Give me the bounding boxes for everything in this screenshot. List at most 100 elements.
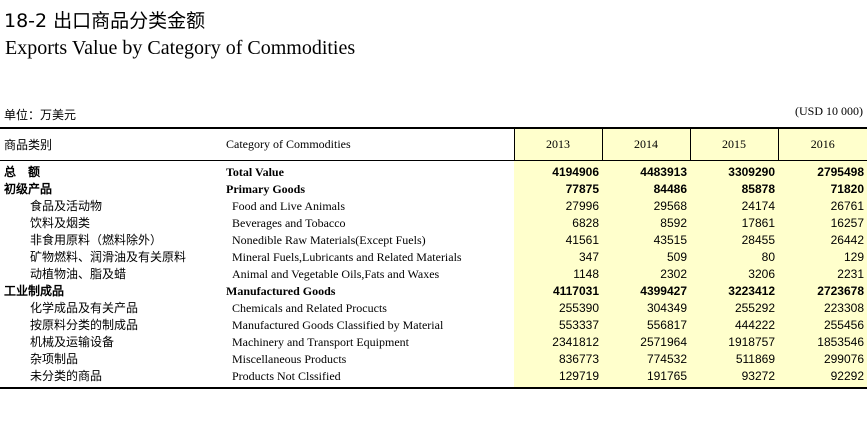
cell-value-2015: 3206 <box>690 266 778 283</box>
row-label-en: Manufactured Goods Classified by Materia… <box>232 318 444 332</box>
cell-value-2014: 2571964 <box>602 334 690 351</box>
cell-value-2013: 6828 <box>514 215 602 232</box>
table-row: 机械及运输设备 Machinery and Transport Equipmen… <box>0 334 867 351</box>
cell-value-2015: 255292 <box>690 300 778 317</box>
cell-value-2016: 2723678 <box>778 283 867 300</box>
row-label-en: Mineral Fuels,Lubricants and Related Mat… <box>232 250 462 264</box>
cell-value-2015: 93272 <box>690 368 778 389</box>
cell-value-2015: 3309290 <box>690 164 778 181</box>
row-label-cn: 食品及活动物 <box>30 199 103 213</box>
row-label-cn: 机械及运输设备 <box>30 335 115 349</box>
table-header-row: 商品类别 Category of Commodities 2013 2014 2… <box>0 127 867 161</box>
cell-value-2013: 553337 <box>514 317 602 334</box>
cell-value-2014: 556817 <box>602 317 690 334</box>
cell-value-2014: 84486 <box>602 181 690 198</box>
row-label-en: Miscellaneous Products <box>232 352 347 366</box>
table-row: 非食用原料（燃料除外） Nonedible Raw Materials(Exce… <box>0 232 867 249</box>
unit-label-cn: 单位：万美元 <box>4 108 77 122</box>
row-label-en: Total Value <box>226 165 284 179</box>
cell-value-2014: 774532 <box>602 351 690 368</box>
table-row-primary-goods: 初级产品 Primary Goods 77875 84486 85878 718… <box>0 181 867 198</box>
column-header-category-cn: 商品类别 <box>0 127 224 161</box>
cell-value-2016: 2795498 <box>778 164 867 181</box>
row-label-cn: 动植物油、脂及蜡 <box>30 267 127 281</box>
exports-table: 商品类别 Category of Commodities 2013 2014 2… <box>0 127 867 389</box>
exports-table-container: 商品类别 Category of Commodities 2013 2014 2… <box>0 127 867 389</box>
cell-value-2015: 85878 <box>690 181 778 198</box>
cell-value-2016: 71820 <box>778 181 867 198</box>
table-row: 饮料及烟类 Beverages and Tobacco 6828 8592 17… <box>0 215 867 232</box>
cell-value-2015: 80 <box>690 249 778 266</box>
column-header-year-2013: 2013 <box>513 127 602 161</box>
column-header-year-2015: 2015 <box>689 127 778 161</box>
table-row-manufactured-goods: 工业制成品 Manufactured Goods 4117031 4399427… <box>0 283 867 300</box>
row-label-cn: 矿物燃料、润滑油及有关原料 <box>30 250 187 264</box>
row-label-cn: 工业制成品 <box>4 284 65 298</box>
cell-value-2014: 191765 <box>602 368 690 389</box>
table-spacer-row <box>0 160 867 164</box>
cell-value-2016: 1853546 <box>778 334 867 351</box>
row-label-en: Animal and Vegetable Oils,Fats and Waxes <box>232 267 440 281</box>
row-label-cn: 未分类的商品 <box>0 368 224 389</box>
cell-value-2013: 41561 <box>514 232 602 249</box>
cell-value-2015: 444222 <box>690 317 778 334</box>
cell-value-2013: 255390 <box>514 300 602 317</box>
cell-value-2016: 129 <box>778 249 867 266</box>
row-label-cn: 总 额 <box>4 165 41 179</box>
table-row: 矿物燃料、润滑油及有关原料 Mineral Fuels,Lubricants a… <box>0 249 867 266</box>
cell-value-2015: 511869 <box>690 351 778 368</box>
table-row: 按原料分类的制成品 Manufactured Goods Classified … <box>0 317 867 334</box>
table-row: 杂项制品 Miscellaneous Products 836773 77453… <box>0 351 867 368</box>
row-label-cn: 杂项制品 <box>30 352 79 366</box>
cell-value-2016: 2231 <box>778 266 867 283</box>
row-label-cn: 化学成品及有关产品 <box>30 301 139 315</box>
row-label-en: Food and Live Animals <box>232 199 345 213</box>
table-row: 未分类的商品 Products Not Clssified 129719 191… <box>0 368 867 389</box>
row-label-en: Machinery and Transport Equipment <box>232 335 409 349</box>
page-title-cn: 18-2 出口商品分类金额 <box>4 10 206 32</box>
cell-value-2013: 27996 <box>514 198 602 215</box>
row-label-en: Chemicals and Related Procucts <box>232 301 387 315</box>
cell-value-2013: 4117031 <box>514 283 602 300</box>
cell-value-2015: 28455 <box>690 232 778 249</box>
table-row: 化学成品及有关产品 Chemicals and Related Procucts… <box>0 300 867 317</box>
column-header-year-2014: 2014 <box>601 127 690 161</box>
row-label-en: Products Not Clssified <box>224 368 514 389</box>
cell-value-2013: 347 <box>514 249 602 266</box>
cell-value-2013: 1148 <box>514 266 602 283</box>
cell-value-2014: 29568 <box>602 198 690 215</box>
cell-value-2016: 223308 <box>778 300 867 317</box>
table-row: 食品及活动物 Food and Live Animals 27996 29568… <box>0 198 867 215</box>
cell-value-2015: 3223412 <box>690 283 778 300</box>
cell-value-2014: 4399427 <box>602 283 690 300</box>
page-title-en: Exports Value by Category of Commodities <box>5 37 356 59</box>
cell-value-2015: 17861 <box>690 215 778 232</box>
cell-value-2014: 43515 <box>602 232 690 249</box>
cell-value-2013: 77875 <box>514 181 602 198</box>
cell-value-2013: 4194906 <box>514 164 602 181</box>
row-label-en: Manufactured Goods <box>226 284 336 298</box>
row-label-cn: 非食用原料（燃料除外） <box>30 233 163 247</box>
cell-value-2016: 26442 <box>778 232 867 249</box>
cell-value-2013: 2341812 <box>514 334 602 351</box>
cell-value-2014: 4483913 <box>602 164 690 181</box>
row-label-en: Primary Goods <box>226 182 305 196</box>
cell-value-2016: 92292 <box>778 368 867 389</box>
row-label-cn: 按原料分类的制成品 <box>30 318 139 332</box>
cell-value-2016: 299076 <box>778 351 867 368</box>
cell-value-2015: 24174 <box>690 198 778 215</box>
cell-value-2013: 836773 <box>514 351 602 368</box>
row-label-en: Nonedible Raw Materials(Except Fuels) <box>232 233 426 247</box>
cell-value-2014: 509 <box>602 249 690 266</box>
cell-value-2016: 26761 <box>778 198 867 215</box>
row-label-en: Beverages and Tobacco <box>232 216 346 230</box>
row-label-cn: 饮料及烟类 <box>30 216 91 230</box>
cell-value-2016: 16257 <box>778 215 867 232</box>
cell-value-2016: 255456 <box>778 317 867 334</box>
table-row: 动植物油、脂及蜡 Animal and Vegetable Oils,Fats … <box>0 266 867 283</box>
cell-value-2014: 304349 <box>602 300 690 317</box>
cell-value-2014: 2302 <box>602 266 690 283</box>
table-row-total: 总 额 Total Value 4194906 4483913 3309290 … <box>0 164 867 181</box>
cell-value-2014: 8592 <box>602 215 690 232</box>
cell-value-2013: 129719 <box>514 368 602 389</box>
